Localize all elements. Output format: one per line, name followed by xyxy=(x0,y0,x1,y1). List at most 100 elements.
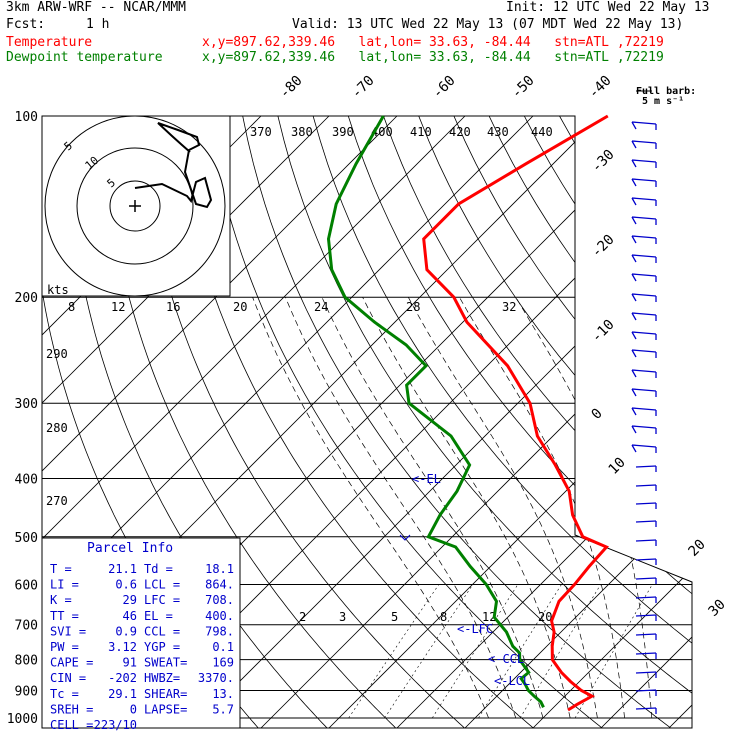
pressure-tick-label: 1000 xyxy=(7,712,38,727)
dry-adiabat-line xyxy=(594,116,692,728)
temperature-profile xyxy=(422,114,610,712)
dry-adiabat-line xyxy=(488,116,692,728)
dry-adiabat-line xyxy=(700,116,740,731)
dry-adiabat-line xyxy=(347,116,692,728)
parcel-info-value: 3.12 xyxy=(108,640,137,654)
wind-barb-icon xyxy=(631,197,657,206)
wind-barb-icon xyxy=(635,502,657,505)
dry-adiabat-line xyxy=(629,116,692,728)
wind-barb-icon xyxy=(635,539,657,542)
isotherm-label: -40 xyxy=(586,73,615,102)
isotherm-label: -30 xyxy=(589,147,618,176)
mixing-ratio-line xyxy=(519,584,601,719)
pressure-tick-label: 800 xyxy=(15,654,38,669)
wind-barb-icon xyxy=(635,596,657,599)
parcel-info-key: CAPE = xyxy=(50,656,93,670)
temperature-location: x,y=897.62,339.46 lat,lon= 33.63, -84.44… xyxy=(202,35,664,50)
moist-adiabat-line xyxy=(362,297,571,719)
isotherm-label: -50 xyxy=(509,73,538,102)
parcel-info-value: 18.1 xyxy=(205,562,234,576)
isotherm-line xyxy=(189,116,692,728)
parcel-info-value: 0.1 xyxy=(212,640,234,654)
pressure-tick-label: 500 xyxy=(15,531,38,546)
init-time: Init: 12 UTC Wed 22 May 13 xyxy=(506,0,710,15)
wind-barb-icon xyxy=(635,558,657,561)
parcel-info-key: PW = xyxy=(50,640,79,654)
parcel-info-key: SVI = xyxy=(50,624,86,638)
parcel-info-value: 0.9 xyxy=(115,624,137,638)
isotherm-line xyxy=(393,116,692,728)
wind-barb-icon xyxy=(635,633,657,636)
parcel-info-panel: Parcel Info T = 21.1 Td = 18.1 LI = 0.6 LCL = 8… xyxy=(41,537,241,732)
mixing-ratio-label: 24 xyxy=(314,300,328,314)
ccl-marker: <-CCL xyxy=(488,652,524,666)
mixing-ratio-low-label: 8 xyxy=(440,610,447,624)
dry-adiabat-line xyxy=(171,116,537,728)
forecast-hour: 1 h xyxy=(86,17,110,32)
parcel-info-value: 21.1 xyxy=(108,562,137,576)
wind-barb-icon xyxy=(635,652,657,655)
parcel-info-key: CIN = xyxy=(50,671,86,685)
wind-barb-icon xyxy=(635,465,657,468)
mixing-ratio-low-label: 2 xyxy=(299,610,306,624)
wind-barb-icon xyxy=(631,388,657,397)
dry-adiabat-line xyxy=(312,116,692,728)
el-marker: <-EL xyxy=(412,472,441,486)
wind-barb-icon xyxy=(631,178,657,187)
dewpoint-legend-label: Dewpoint temperature xyxy=(6,50,163,65)
wind-barb-icon xyxy=(631,349,657,358)
lfc-marker: <-LFC xyxy=(457,622,493,636)
dry-adiabat-line xyxy=(136,116,468,728)
wind-barbs xyxy=(631,121,657,714)
mixing-ratio-label: 12 xyxy=(111,300,125,314)
parcel-info-value: 864. xyxy=(205,578,234,592)
wind-barb-icon xyxy=(635,689,657,692)
dry-adiabat-line xyxy=(664,116,692,728)
isotherm-line xyxy=(597,116,692,728)
isotherm-line xyxy=(42,116,466,728)
isotherm-line xyxy=(42,116,534,728)
wind-barb-icon xyxy=(635,520,657,523)
parcel-info-key: Td = xyxy=(144,562,173,576)
parcel-info-value: 400. xyxy=(205,609,234,623)
parcel-info-key: TT = xyxy=(50,609,79,623)
isotherm-label: 10 xyxy=(606,455,629,478)
moist-adiabat-line xyxy=(515,297,653,719)
barb-legend-line2: 5 m s⁻¹ xyxy=(642,96,684,107)
parcel-info-value: 91 xyxy=(123,656,137,670)
parcel-info-key: T = xyxy=(50,562,72,576)
dry-adiabat-line xyxy=(383,116,692,728)
pressure-tick-label: 900 xyxy=(15,684,38,699)
theta-label: 440 xyxy=(531,125,553,139)
wind-barb-icon xyxy=(631,216,657,225)
pressure-axis: 100 200 300 400 500 600 700 800 900 1000 xyxy=(7,110,38,727)
dewpoint-location: x,y=897.62,339.46 lat,lon= 33.63, -84.44… xyxy=(202,50,664,65)
parcel-info-key: LI = xyxy=(50,578,79,592)
moist-adiabat-line xyxy=(252,297,489,719)
pressure-tick-label: 200 xyxy=(15,291,38,306)
pressure-tick-label: 100 xyxy=(15,110,38,125)
parcel-info-key: HWBZ= xyxy=(144,671,180,685)
barb-legend-line1: Full barb: xyxy=(636,86,696,97)
isotherm-label: 0 xyxy=(589,406,606,423)
wind-barb-icon xyxy=(631,407,657,416)
parcel-info-value: 223/10 xyxy=(94,718,137,732)
parcel-info-value: 29.1 xyxy=(108,687,137,701)
temperature-legend-label: Temperature xyxy=(6,35,93,50)
isotherm-label: -20 xyxy=(589,232,618,261)
mixing-ratio-label: 16 xyxy=(166,300,180,314)
moist-adiabat-line xyxy=(321,297,544,719)
isotherm-line xyxy=(529,116,692,728)
parcel-info-key: SHEAR= xyxy=(144,687,187,701)
wind-barb-icon xyxy=(631,444,657,453)
theta-side-label: 270 xyxy=(46,494,68,508)
parcel-info-value: 0 xyxy=(130,702,137,716)
isotherm-line xyxy=(734,116,740,731)
wind-barb-icon xyxy=(631,235,657,244)
wind-barb-icon xyxy=(635,614,657,617)
isotherm-line xyxy=(257,116,692,728)
theta-label: 370 xyxy=(250,125,272,139)
mixing-ratio-label: 28 xyxy=(406,300,420,314)
parcel-levels: <-EL <-LFC <-CCL <-LCL xyxy=(399,472,530,688)
